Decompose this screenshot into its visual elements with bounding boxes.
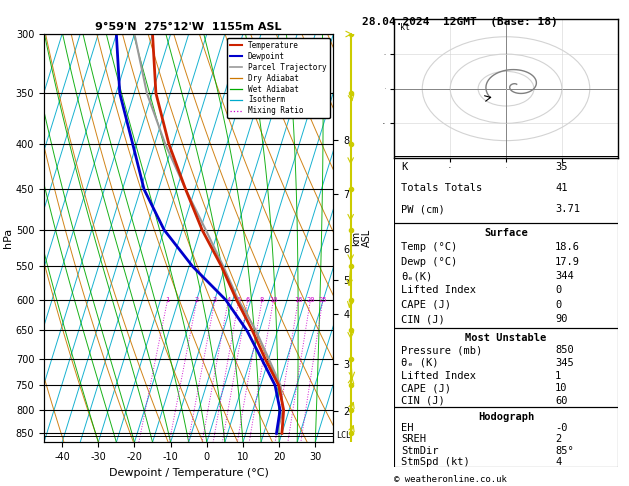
- Text: SREH: SREH: [401, 434, 426, 444]
- Text: 0: 0: [555, 300, 562, 310]
- Text: 3.71: 3.71: [555, 204, 580, 214]
- Text: CIN (J): CIN (J): [401, 396, 445, 406]
- X-axis label: Dewpoint / Temperature (°C): Dewpoint / Temperature (°C): [109, 468, 269, 478]
- Text: 25: 25: [318, 297, 327, 303]
- Text: -0: -0: [555, 423, 567, 434]
- Text: 4: 4: [226, 297, 230, 303]
- Text: 2: 2: [195, 297, 199, 303]
- Text: 850: 850: [555, 346, 574, 355]
- Bar: [394, 224, 618, 328]
- Text: 18.6: 18.6: [555, 243, 580, 252]
- Text: 344: 344: [555, 271, 574, 281]
- Text: Temp (°C): Temp (°C): [401, 243, 457, 252]
- Text: 17.9: 17.9: [555, 257, 580, 267]
- Text: EH: EH: [401, 423, 414, 434]
- Bar: [394, 328, 618, 407]
- Text: CAPE (J): CAPE (J): [401, 383, 451, 393]
- Text: θₑ (K): θₑ (K): [401, 358, 438, 368]
- Text: 1: 1: [555, 371, 562, 381]
- Text: 1: 1: [165, 297, 170, 303]
- Text: CAPE (J): CAPE (J): [401, 300, 451, 310]
- Title: 9°59'N  275°12'W  1155m ASL: 9°59'N 275°12'W 1155m ASL: [96, 22, 282, 32]
- Legend: Temperature, Dewpoint, Parcel Trajectory, Dry Adiabat, Wet Adiabat, Isotherm, Mi: Temperature, Dewpoint, Parcel Trajectory…: [227, 38, 330, 119]
- Text: 90: 90: [555, 314, 567, 324]
- Text: LCL: LCL: [337, 431, 351, 440]
- Y-axis label: hPa: hPa: [3, 228, 13, 248]
- Bar: [394, 407, 618, 467]
- Text: 5: 5: [237, 297, 241, 303]
- Text: 16: 16: [294, 297, 303, 303]
- Text: 20: 20: [306, 297, 314, 303]
- Text: StmSpd (kt): StmSpd (kt): [401, 457, 470, 467]
- Text: 8: 8: [260, 297, 264, 303]
- Text: θₑ(K): θₑ(K): [401, 271, 432, 281]
- Text: Lifted Index: Lifted Index: [401, 285, 476, 295]
- Bar: [394, 156, 618, 224]
- Text: 10: 10: [269, 297, 278, 303]
- Text: StmDir: StmDir: [401, 446, 438, 455]
- Text: Pressure (mb): Pressure (mb): [401, 346, 482, 355]
- Text: 41: 41: [555, 183, 567, 193]
- Text: 3: 3: [213, 297, 217, 303]
- Text: Dewp (°C): Dewp (°C): [401, 257, 457, 267]
- Text: K: K: [401, 162, 408, 172]
- Y-axis label: km
ASL: km ASL: [351, 229, 372, 247]
- Text: 35: 35: [555, 162, 567, 172]
- Text: 60: 60: [555, 396, 567, 406]
- Text: CIN (J): CIN (J): [401, 314, 445, 324]
- Text: 345: 345: [555, 358, 574, 368]
- Text: 10: 10: [555, 383, 567, 393]
- Text: Totals Totals: Totals Totals: [401, 183, 482, 193]
- Text: 28.04.2024  12GMT  (Base: 18): 28.04.2024 12GMT (Base: 18): [362, 17, 557, 27]
- Text: 85°: 85°: [555, 446, 574, 455]
- Text: PW (cm): PW (cm): [401, 204, 445, 214]
- Text: Most Unstable: Most Unstable: [465, 333, 547, 343]
- Text: Hodograph: Hodograph: [478, 412, 534, 422]
- Text: 2: 2: [555, 434, 562, 444]
- Text: Surface: Surface: [484, 228, 528, 238]
- Text: 4: 4: [555, 457, 562, 467]
- Text: © weatheronline.co.uk: © weatheronline.co.uk: [394, 474, 507, 484]
- Text: 6: 6: [246, 297, 250, 303]
- Text: Lifted Index: Lifted Index: [401, 371, 476, 381]
- Text: kt: kt: [400, 23, 410, 32]
- Text: 0: 0: [555, 285, 562, 295]
